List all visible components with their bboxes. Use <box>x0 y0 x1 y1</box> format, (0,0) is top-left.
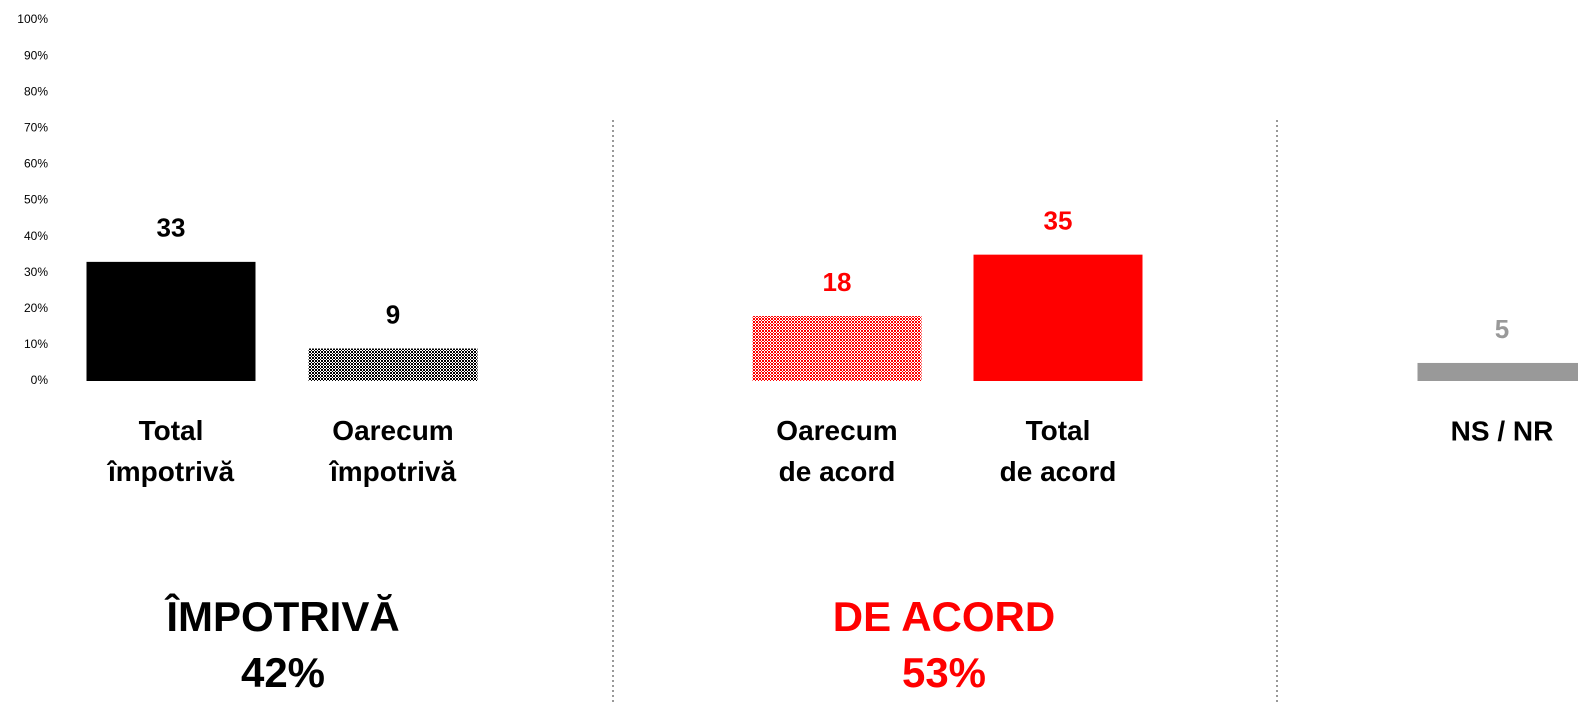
value-label: 5 <box>1495 314 1509 344</box>
x-tick-label: Oarecum de acord <box>776 415 897 487</box>
value-label: 35 <box>1044 206 1073 236</box>
group-annotation: 42% <box>241 649 325 696</box>
bar <box>86 261 256 381</box>
y-tick-label: 80% <box>24 84 48 98</box>
group-annotation: ÎMPOTRIVĂ <box>164 592 399 640</box>
y-tick-label: 90% <box>24 48 48 62</box>
group-annotation: DE ACORD <box>833 593 1055 640</box>
value-label: 9 <box>386 299 400 329</box>
x-tick-label: Oarecum împotrivă <box>328 415 456 487</box>
y-tick-label: 0% <box>31 373 49 387</box>
y-tick-label: 50% <box>24 193 48 207</box>
y-tick-label: 100% <box>17 12 48 26</box>
y-tick-label: 40% <box>24 229 48 243</box>
y-tick-label: 20% <box>24 301 48 315</box>
bar <box>752 316 922 381</box>
y-tick-label: 30% <box>24 265 48 279</box>
x-tick-label: Total împotrivă <box>106 415 234 487</box>
x-tick-label: Total de acord <box>1000 415 1117 487</box>
x-tick-label: NS / NR <box>1451 415 1554 446</box>
group-annotation: 53% <box>902 649 986 696</box>
y-tick-label: 70% <box>24 120 48 134</box>
y-tick-label: 10% <box>24 337 48 351</box>
y-tick-label: 60% <box>24 157 48 171</box>
value-label: 18 <box>823 267 852 297</box>
value-label: 33 <box>157 213 186 243</box>
bar <box>308 348 478 381</box>
bar <box>1417 362 1578 381</box>
bar <box>973 254 1143 381</box>
